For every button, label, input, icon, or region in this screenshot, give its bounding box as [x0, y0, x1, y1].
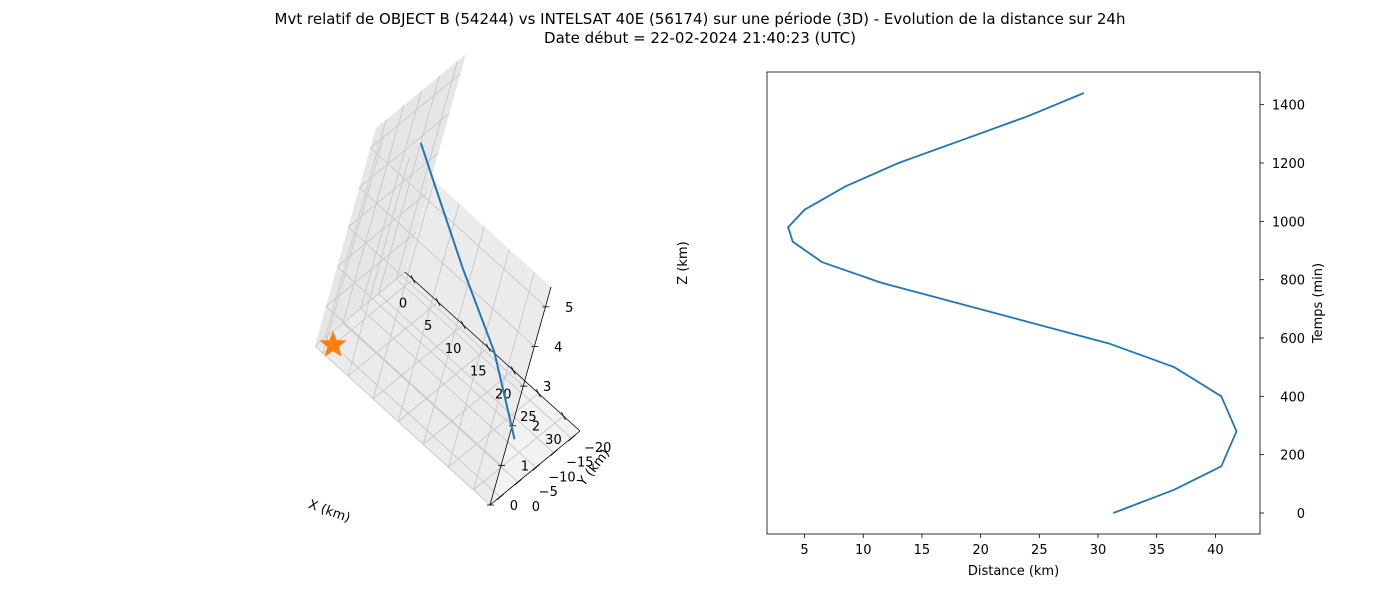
gridline-y-floor	[396, 278, 572, 439]
gridline-x-floor	[372, 324, 464, 400]
gridline-y-floor	[378, 293, 554, 454]
x-tick-label: 10	[855, 543, 872, 558]
target-star-marker	[319, 330, 347, 357]
x-axis-label: Distance (km)	[968, 564, 1059, 579]
y-tick-label: −20	[584, 441, 611, 456]
gridline-y-wall	[378, 75, 441, 294]
gridline-y-wall	[324, 119, 387, 338]
distance-time-panel: 5 10 15 20 25 30 35 400200400600800100012001400…	[766, 71, 1326, 579]
gridline-x-floor	[448, 392, 539, 468]
y-tick-label: 600	[1280, 332, 1305, 347]
y-tick-label: 1400	[1272, 99, 1305, 114]
x-tick	[410, 275, 416, 284]
title-line-2: Date début = 22-02-2024 21:40:23 (UTC)	[544, 29, 856, 47]
gridline-y-wall	[342, 104, 405, 324]
x-tick	[435, 297, 441, 307]
x-tick-label: 5	[800, 543, 808, 558]
x-tick-label: 15	[914, 543, 931, 558]
gridline-z-wall-xz	[359, 187, 535, 347]
y-tick-label: 0	[532, 500, 540, 515]
gridline-z-wall-xz	[325, 306, 502, 466]
y-tick	[568, 434, 576, 442]
trajectory-line	[419, 142, 516, 440]
y-axis-label: Temps (min)	[1311, 263, 1326, 344]
x-tick-label: 40	[1207, 543, 1224, 558]
gridline-x-wall	[322, 135, 385, 354]
z-tick-label: 2	[532, 420, 540, 435]
x-tick-label: 10	[445, 342, 462, 357]
back-pane-yz	[315, 54, 466, 346]
gridline-x-wall	[372, 180, 435, 399]
y-tick-label: 800	[1280, 274, 1305, 289]
gridline-z-wall-yz	[347, 152, 439, 228]
plot-frame	[766, 71, 1261, 535]
x-tick	[561, 411, 566, 421]
x-tick-label: 5	[424, 319, 432, 334]
gridline-y-wall	[360, 90, 423, 309]
gridline-x-wall	[422, 226, 485, 445]
x-tick-label: 30	[1090, 543, 1107, 558]
x-tick	[485, 343, 491, 352]
y-tick	[496, 493, 505, 501]
z-tick-label: 4	[554, 340, 562, 355]
gridline-z-wall-xz	[336, 266, 513, 427]
z-axis-line	[489, 286, 552, 506]
y-tick-label: 200	[1280, 449, 1305, 464]
z-tick-label: 1	[521, 459, 529, 474]
x-tick-label: 35	[1148, 543, 1165, 558]
z-tick-label: 5	[565, 301, 573, 316]
x-tick	[536, 389, 541, 398]
z-tick-label: 0	[510, 499, 518, 514]
gridline-x-floor	[347, 301, 439, 377]
x-tick	[510, 366, 516, 375]
gridline-y-wall	[395, 60, 458, 280]
z-axis-label: Z (km)	[676, 241, 691, 284]
gridline-z-wall-yz	[314, 271, 406, 347]
x-tick	[460, 320, 466, 330]
x-tick-label: 15	[470, 365, 487, 380]
x-tick-label: 25	[520, 410, 537, 425]
y-tick	[550, 449, 558, 457]
distance-curve	[787, 92, 1238, 514]
gridline-z-wall-xz	[314, 345, 491, 506]
x-tick-label: 25	[1031, 543, 1048, 558]
z-tick-label: 3	[543, 380, 551, 395]
gridline-z-wall-yz	[336, 192, 428, 268]
x-tick-label: 0	[399, 296, 407, 311]
x-tick-label: 20	[972, 543, 989, 558]
figure-title: Mvt relatif de OBJECT B (54244) vs INTEL…	[0, 10, 1400, 48]
gridline-y-floor	[360, 308, 537, 468]
y-tick-label: 1200	[1272, 157, 1305, 172]
gridline-x-floor	[473, 415, 564, 491]
gridline-x-wall	[447, 249, 510, 468]
gridline-z-wall-yz	[370, 73, 461, 149]
gridline-x-wall	[347, 157, 410, 377]
y-tick	[532, 464, 540, 471]
x-axis-label: X (km)	[306, 497, 352, 526]
y-tick-label: −10	[548, 470, 575, 485]
gridline-y-floor	[342, 322, 519, 483]
x-tick-label: 30	[545, 433, 562, 448]
y-tick-label: 0	[1297, 507, 1305, 522]
y-tick-label: −15	[566, 456, 593, 471]
gridline-x-wall	[397, 203, 460, 422]
gridline-z-wall-xz	[370, 147, 546, 308]
gridline-z-wall-yz	[359, 113, 450, 188]
y-tick-label: 1000	[1272, 215, 1305, 230]
gridline-x-floor	[397, 347, 489, 422]
gridline-z-wall-yz	[325, 232, 417, 307]
x-axis-line	[404, 271, 581, 432]
y-tick-label: 400	[1280, 390, 1305, 405]
gridline-z-wall-xz	[347, 226, 524, 387]
y-tick-label: −5	[539, 485, 558, 500]
gridline-x-floor	[423, 370, 514, 445]
gridline-y-floor	[324, 337, 501, 498]
gridline-x-wall	[473, 271, 535, 491]
y-tick	[514, 478, 523, 486]
title-line-1: Mvt relatif de OBJECT B (54244) vs INTEL…	[274, 10, 1126, 28]
